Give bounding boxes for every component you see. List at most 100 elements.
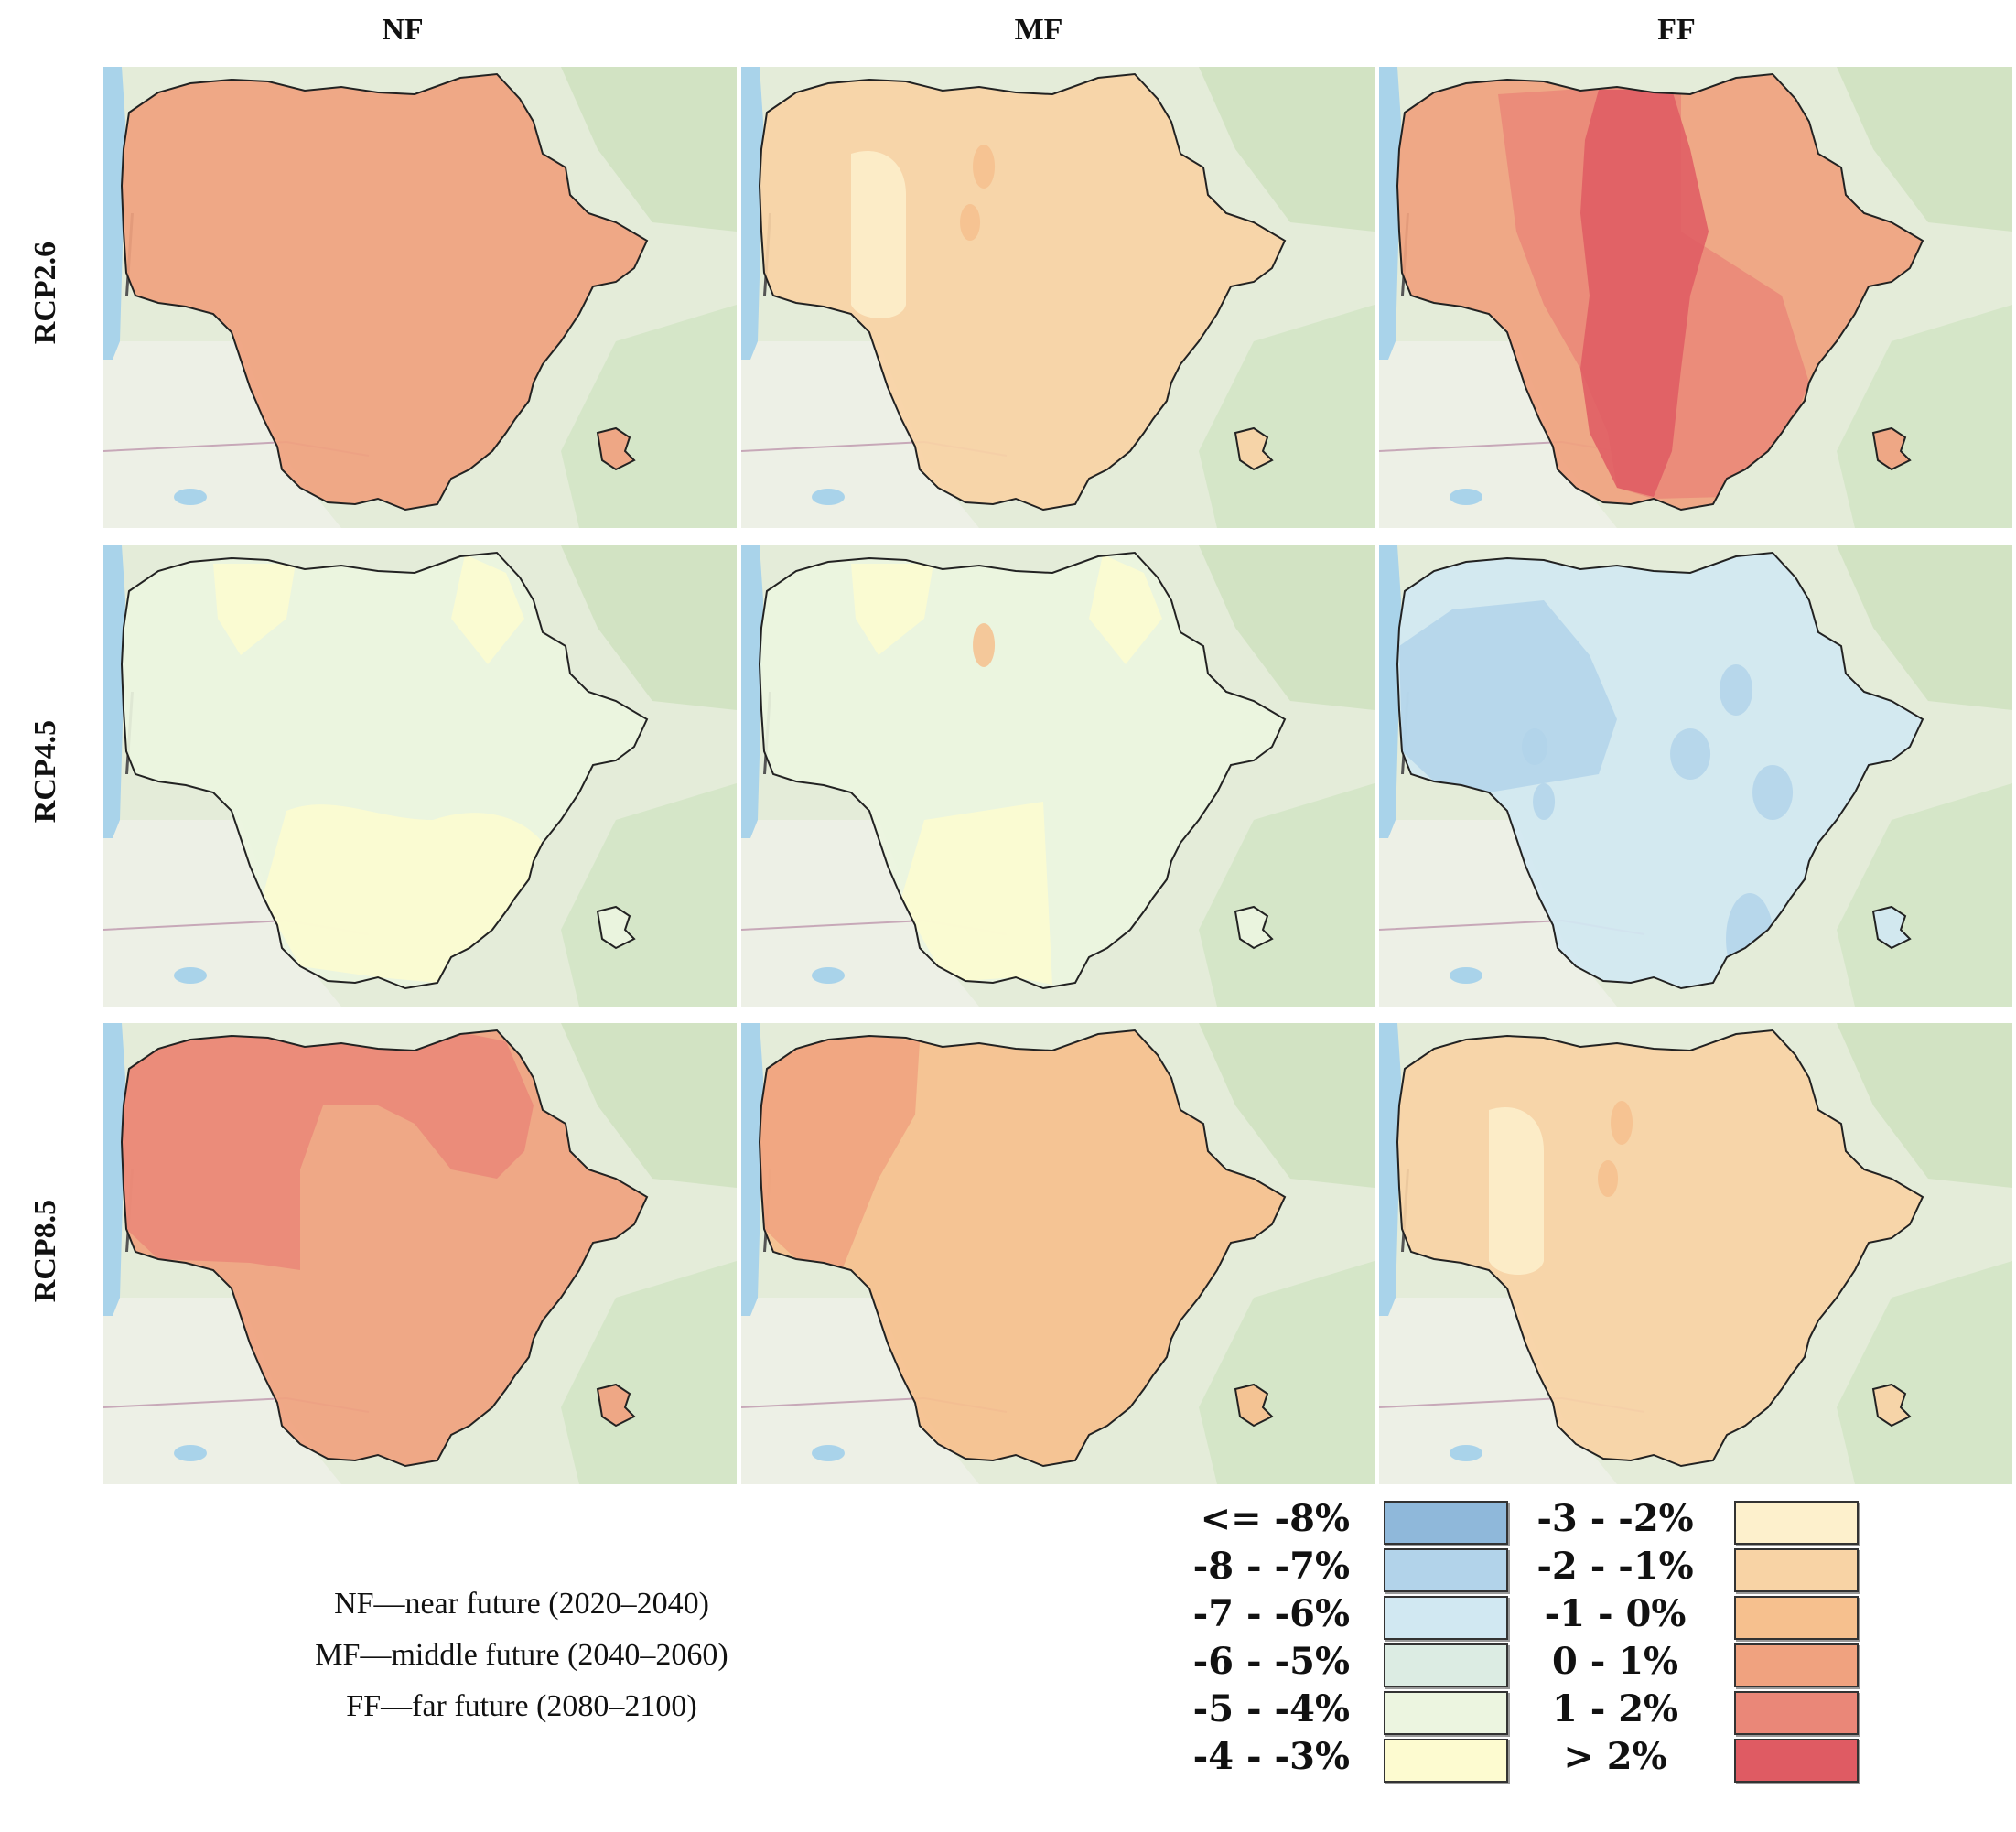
basemap-land-south xyxy=(1379,341,1617,528)
map-panel-rcp85-ff xyxy=(1379,1023,2012,1484)
country-border xyxy=(120,551,649,990)
country-border xyxy=(758,551,1287,990)
precip-zone-north-lobes xyxy=(213,555,524,664)
basemap-land-south xyxy=(741,341,979,528)
enclave-border xyxy=(1871,905,1912,950)
basemap-lake xyxy=(1450,1445,1482,1461)
country-border xyxy=(120,72,649,512)
country-border xyxy=(758,72,1287,512)
country-border xyxy=(1396,1029,1924,1468)
basemap-forest xyxy=(1837,783,2012,1007)
legend-swatch xyxy=(1734,1691,1859,1735)
basemap-lake xyxy=(1450,967,1482,984)
enclave-border xyxy=(1234,426,1274,471)
map-panel-rcp85-nf xyxy=(103,1023,737,1484)
basemap-sea xyxy=(103,545,125,838)
precip-zone-spot-center xyxy=(960,204,981,241)
basemap-land-south xyxy=(103,1298,341,1484)
precip-zone-band-center xyxy=(1580,90,1709,497)
country-border xyxy=(1396,72,1924,512)
precip-zone-spot-north xyxy=(973,145,996,189)
legend-swatch xyxy=(1734,1548,1859,1592)
precip-zone-north-west-blob xyxy=(122,1032,534,1270)
enclave-border xyxy=(596,426,636,471)
basemap-forest xyxy=(1837,67,2012,232)
precip-zone-west-blob xyxy=(1399,600,1617,792)
map-svg xyxy=(1379,1023,2012,1484)
precip-zone-band-west xyxy=(1489,1107,1544,1275)
basemap-sea xyxy=(103,67,125,360)
basemap-land-south xyxy=(1379,820,1617,1007)
basemap-forest xyxy=(561,67,737,232)
basemap-lake xyxy=(174,1445,207,1461)
map-svg xyxy=(741,67,1375,528)
basemap-forest xyxy=(561,545,737,710)
enclave-border xyxy=(596,905,636,950)
row-header-rcp26: RCP2.6 xyxy=(28,241,62,345)
map-svg xyxy=(741,545,1375,1007)
basemap-forest xyxy=(561,783,737,1007)
legend-swatch xyxy=(1384,1739,1508,1783)
legend-label: -8 - -7% xyxy=(1192,1545,1350,1588)
basemap-lake xyxy=(812,489,845,505)
basemap-land-south xyxy=(103,820,341,1007)
legend-label: 0 - 1% xyxy=(1551,1640,1679,1683)
map-svg xyxy=(1379,545,2012,1007)
legend-swatch xyxy=(1734,1739,1859,1783)
basemap-land-south xyxy=(103,341,341,528)
precip-zone-band-west xyxy=(851,151,906,318)
map-panel-rcp45-nf xyxy=(103,545,737,1007)
legend-swatch xyxy=(1384,1548,1508,1592)
basemap-forest xyxy=(1199,545,1375,710)
legend-swatch xyxy=(1734,1643,1859,1687)
note-nf: NF—near future (2020–2040) xyxy=(334,1587,709,1621)
legend-swatch xyxy=(1734,1501,1859,1545)
basemap-land-south xyxy=(741,1298,979,1484)
basemap-sea xyxy=(741,1023,763,1316)
enclave-border xyxy=(1871,426,1912,471)
precip-zone-south-west-lobe xyxy=(901,802,1052,985)
map-svg xyxy=(1379,67,2012,528)
basemap-sea xyxy=(1379,67,1401,360)
precip-zone-spot-north xyxy=(973,623,996,667)
basemap-forest xyxy=(1199,305,1375,528)
legend-label: 1 - 2% xyxy=(1551,1687,1679,1730)
basemap-sea xyxy=(103,1023,125,1316)
column-header-nf: NF xyxy=(382,13,424,47)
map-svg xyxy=(741,1023,1375,1484)
country-border xyxy=(758,1029,1287,1468)
country-border xyxy=(1396,551,1924,990)
basemap-forest xyxy=(1837,305,2012,528)
map-panel-rcp45-ff xyxy=(1379,545,2012,1007)
legend-label: -3 - -2% xyxy=(1536,1497,1694,1540)
map-svg xyxy=(103,67,737,528)
legend-label: -6 - -5% xyxy=(1192,1640,1350,1683)
enclave-border xyxy=(1234,905,1274,950)
basemap-sea xyxy=(1379,1023,1401,1316)
note-ff: FF—far future (2080–2100) xyxy=(346,1689,697,1723)
legend-label: -4 - -3% xyxy=(1192,1735,1350,1778)
map-svg xyxy=(103,1023,737,1484)
legend-swatch xyxy=(1384,1501,1508,1545)
column-header-ff: FF xyxy=(1657,13,1696,47)
legend-label: -5 - -4% xyxy=(1192,1687,1350,1730)
basemap-sea xyxy=(1379,545,1401,838)
basemap-forest xyxy=(1837,1023,2012,1188)
basemap-forest xyxy=(1837,1261,2012,1484)
note-mf: MF—middle future (2040–2060) xyxy=(315,1638,728,1672)
basemap-lake xyxy=(812,967,845,984)
enclave-border xyxy=(596,1383,636,1428)
precip-zone-spot-center xyxy=(1598,1160,1619,1197)
period-notes: NF—near future (2020–2040) MF—middle fut… xyxy=(210,1579,833,1732)
column-header-mf: MF xyxy=(1014,13,1063,47)
map-panel-rcp85-mf xyxy=(741,1023,1375,1484)
map-panel-rcp26-mf xyxy=(741,67,1375,528)
basemap-sea xyxy=(741,545,763,838)
precip-zone-south-lobes xyxy=(264,804,552,983)
basemap-lake xyxy=(174,967,207,984)
map-panel-rcp26-ff xyxy=(1379,67,2012,528)
enclave-border xyxy=(1234,1383,1274,1428)
basemap-forest xyxy=(561,305,737,528)
basemap-forest xyxy=(561,1261,737,1484)
map-svg xyxy=(103,545,737,1007)
